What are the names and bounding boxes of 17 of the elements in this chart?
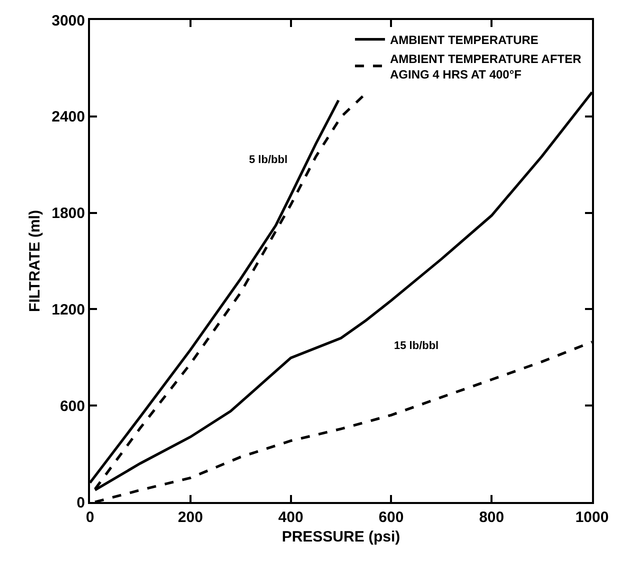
- y-tick-label: 2400: [52, 108, 85, 126]
- x-tick-label: 200: [178, 509, 203, 526]
- y-tick-label: 1200: [52, 301, 85, 318]
- legend-label: AMBIENT TEMPERATURE AFTER AGING 4 HRS AT 400°F: [390, 52, 582, 82]
- x-axis-title: PRESSURE (psi): [282, 528, 400, 546]
- legend-label: AMBIENT TEMPERATURE: [390, 33, 538, 47]
- x-tick-label: 600: [378, 509, 404, 526]
- y-axis-title: FILTRATE (ml): [26, 210, 44, 312]
- x-tick-label: 400: [278, 509, 304, 526]
- y-tick-label: 0: [76, 494, 85, 512]
- y-tick-label: 3000: [52, 12, 85, 30]
- x-tick-label: 800: [479, 509, 504, 526]
- x-tick-label: 1000: [575, 509, 609, 526]
- y-tick-label: 1800: [52, 205, 85, 222]
- annotation: 15 lb/bbl: [394, 340, 439, 352]
- y-tick-label: 600: [60, 398, 85, 415]
- annotation: 5 lb/bbl: [249, 154, 288, 166]
